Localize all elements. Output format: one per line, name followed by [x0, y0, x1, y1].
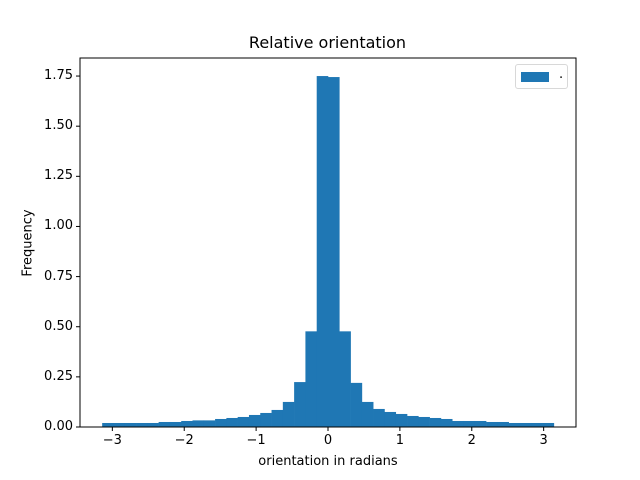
histogram-bar — [282, 401, 295, 427]
histogram-bar — [407, 415, 419, 427]
histogram-bar — [169, 421, 182, 427]
histogram-bar — [486, 421, 498, 427]
x-tick-label: 1 — [395, 433, 405, 448]
histogram-bar — [248, 414, 261, 427]
histogram-bar — [542, 422, 555, 427]
x-tick-label: 3 — [539, 433, 548, 448]
x-tick-label: 0 — [323, 433, 333, 448]
histogram-bar — [418, 416, 430, 427]
histogram-bar — [203, 420, 216, 427]
x-axis-label: orientation in radians — [258, 454, 398, 469]
histogram-bar — [350, 382, 363, 427]
y-tick-label: 1.50 — [44, 118, 73, 134]
histogram-bar — [147, 422, 159, 427]
histogram-bar — [113, 422, 126, 427]
histogram-bar — [124, 422, 137, 427]
histogram-bar — [102, 422, 114, 427]
y-tick-label: 0.25 — [44, 368, 73, 384]
histogram-bar — [531, 422, 543, 427]
histogram-bar — [260, 412, 272, 427]
histogram-bar — [463, 420, 476, 427]
histogram-bar — [226, 417, 238, 427]
histogram-bar — [237, 416, 250, 427]
histogram-bar — [294, 382, 306, 427]
y-tick-label: 0.00 — [44, 419, 73, 434]
histogram-bar — [395, 413, 408, 427]
x-tick-label: −2 — [174, 433, 194, 448]
histogram-bar — [271, 409, 284, 427]
legend-label: . — [559, 67, 564, 82]
legend-swatch — [521, 72, 549, 82]
y-tick-label: 0.75 — [44, 268, 73, 284]
histogram-bar — [361, 401, 374, 427]
histogram-bar — [474, 420, 487, 427]
histogram-bar — [373, 408, 385, 427]
histogram-bar — [215, 418, 227, 427]
histogram-bar — [305, 331, 318, 427]
histogram-bar — [136, 422, 148, 427]
histogram-bar — [440, 418, 453, 427]
x-tick-label: −1 — [246, 433, 266, 448]
histogram-bar — [508, 422, 521, 427]
y-tick-label: 1.25 — [44, 168, 73, 184]
histogram-bar — [384, 411, 397, 427]
histogram-bar — [497, 421, 509, 427]
histogram-bar — [452, 420, 464, 427]
x-tick-label: 2 — [467, 433, 476, 448]
histogram-bar — [328, 77, 340, 427]
histogram-bar — [519, 422, 532, 427]
legend: . — [515, 64, 568, 89]
histogram-bar — [339, 331, 351, 427]
y-tick-label: 0.50 — [44, 318, 73, 334]
x-tick-label: −3 — [102, 433, 122, 448]
histogram-bar — [192, 420, 205, 427]
y-tick-label: 1.75 — [44, 68, 73, 84]
histogram-bar — [158, 421, 171, 427]
y-tick-label: 1.00 — [44, 218, 73, 234]
histogram-bar — [429, 417, 442, 427]
chart-title: Relative orientation — [248, 33, 407, 52]
histogram-bar — [316, 76, 329, 427]
histogram-bar — [181, 420, 193, 427]
